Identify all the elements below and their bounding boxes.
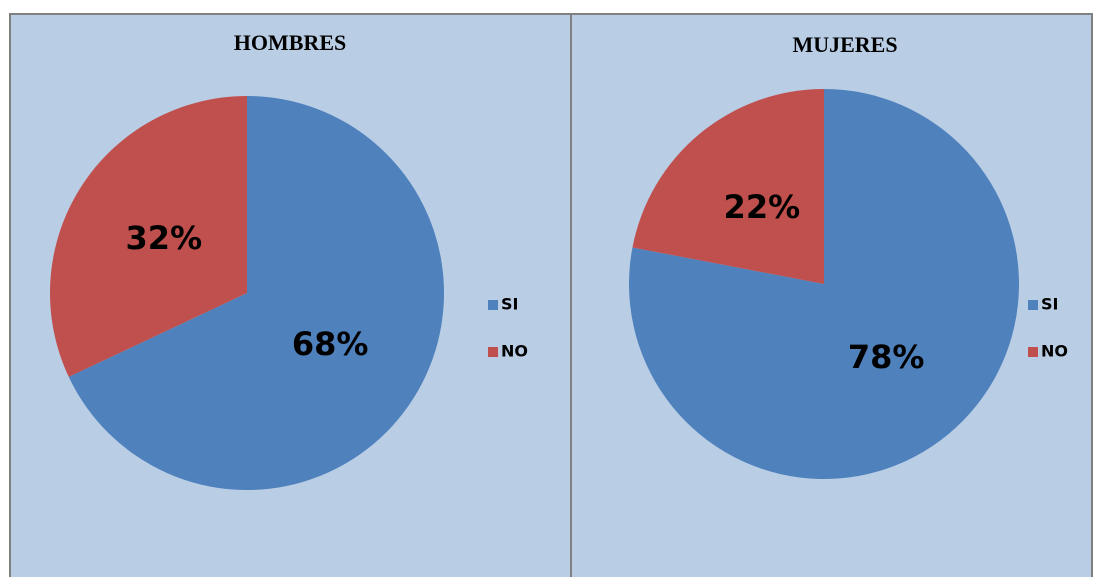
legend-swatch: [488, 300, 498, 310]
pie-slice: [50, 96, 247, 377]
legend-label: SI: [1041, 295, 1058, 314]
legend-label: SI: [501, 295, 518, 314]
data-label: 78%: [848, 338, 925, 376]
legend-swatch: [488, 347, 498, 357]
chart-title: HOMBRES: [234, 30, 346, 55]
legend-swatch: [1028, 347, 1038, 357]
data-label: 68%: [292, 325, 369, 363]
legend-label: NO: [1041, 342, 1068, 361]
chart-title: MUJERES: [792, 32, 897, 57]
legend-swatch: [1028, 300, 1038, 310]
pie-slice: [632, 89, 824, 284]
pie-slice: [68, 96, 445, 490]
data-label: 32%: [126, 219, 203, 257]
data-label: 22%: [724, 188, 801, 226]
legend-label: NO: [501, 342, 528, 361]
